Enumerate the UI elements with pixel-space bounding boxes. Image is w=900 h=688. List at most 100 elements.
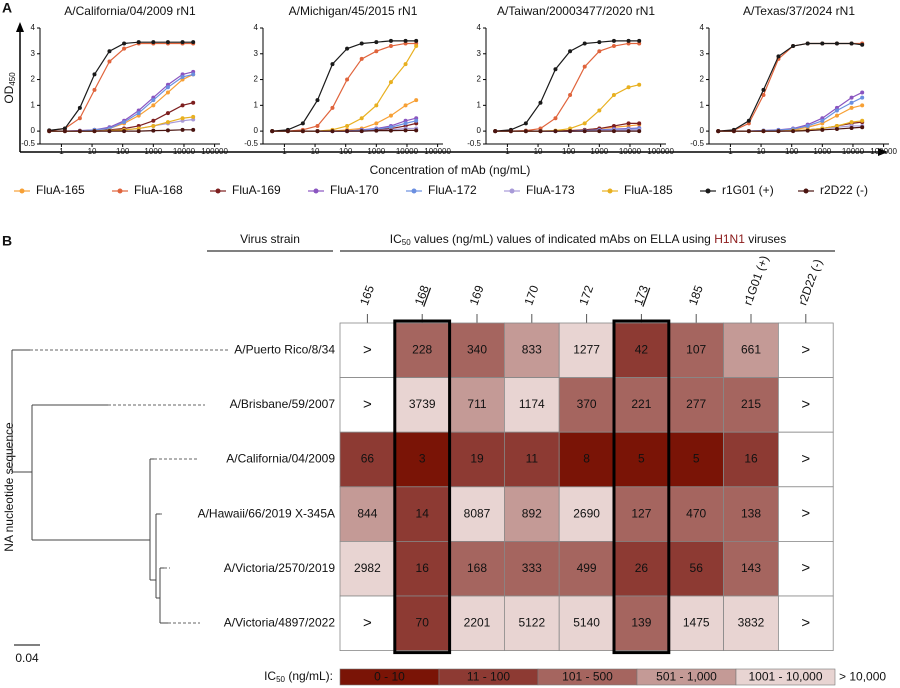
x-tick-label: 10000 — [396, 147, 419, 156]
cell-label: > — [801, 560, 810, 577]
cell-label: 168 — [467, 561, 487, 575]
data-point — [746, 118, 751, 123]
data-point — [62, 129, 67, 134]
x-tick-label: 1 — [59, 147, 64, 156]
y-tick-label: 0 — [31, 126, 36, 135]
data-point — [568, 129, 573, 134]
data-point — [180, 74, 185, 79]
cell-label: 370 — [577, 397, 597, 411]
data-point — [165, 40, 170, 45]
series-line: FluA-168 — [49, 42, 194, 132]
data-point — [180, 103, 185, 108]
data-point — [834, 113, 839, 118]
data-point — [805, 41, 810, 46]
cell-label: 277 — [686, 397, 706, 411]
heatmap-cell — [339, 541, 396, 597]
x-tick-label: 100 — [562, 147, 576, 156]
cell-label: > — [801, 396, 810, 413]
data-point — [637, 82, 642, 87]
row-label: A/Victoria/4897/2022 — [224, 615, 336, 629]
data-point — [330, 105, 335, 110]
column-label: 185 — [686, 283, 706, 307]
x-tick-label: 10000 — [619, 147, 642, 156]
data-point — [165, 120, 170, 125]
data-point — [136, 40, 141, 45]
data-point — [374, 121, 379, 126]
y-axis-label: OD450 — [2, 72, 17, 104]
column-label: 169 — [467, 283, 487, 307]
cell-label: 3739 — [409, 397, 436, 411]
cell-label: 2690 — [573, 506, 600, 520]
data-point — [776, 129, 781, 134]
row-header: Virus strain — [240, 232, 300, 246]
data-point — [374, 40, 379, 45]
chart-title: A/Michigan/45/2015 rN1 — [289, 4, 418, 18]
y-tick-label: 0 — [477, 126, 482, 135]
data-point — [300, 121, 305, 126]
data-point — [611, 123, 616, 128]
legend-label: 101 - 500 — [562, 670, 613, 684]
heatmap-cell — [613, 377, 670, 433]
cell-label: 5 — [693, 452, 700, 466]
heatmap-cell — [613, 431, 670, 488]
data-point — [315, 129, 320, 134]
legend-label: 0 - 10 — [374, 670, 405, 684]
data-point — [374, 128, 379, 133]
data-point — [191, 40, 196, 45]
x-axis-label: Concentration of mAb (ng/mL) — [370, 163, 531, 177]
data-point — [191, 114, 196, 119]
cell-label: 2982 — [354, 561, 381, 575]
data-point — [315, 123, 320, 128]
data-point — [359, 56, 364, 61]
highlight-box — [393, 319, 452, 655]
data-point — [403, 62, 408, 67]
data-point — [403, 128, 408, 133]
column-label: 170 — [521, 283, 541, 307]
row-label: A/California/04/2009 — [226, 452, 335, 466]
data-point — [345, 123, 350, 128]
data-point — [403, 103, 408, 108]
data-point — [122, 120, 127, 125]
data-point — [374, 103, 379, 108]
heatmap-cell — [778, 595, 834, 651]
heatmap-cell — [723, 431, 779, 488]
data-point — [626, 129, 631, 134]
data-point — [92, 129, 97, 134]
data-point — [791, 44, 796, 49]
data-point — [523, 129, 528, 134]
heatmap-cell — [449, 377, 505, 433]
heatmap-cell — [503, 322, 560, 378]
data-point — [315, 98, 320, 103]
y-tick-label: 1 — [31, 100, 36, 109]
data-point — [761, 87, 766, 92]
series-line: FluA-185 — [272, 45, 417, 132]
cell-label: 8 — [583, 452, 590, 466]
heatmap-cell — [449, 322, 505, 378]
y-tick-label: 2 — [254, 75, 259, 84]
row-label: A/Puerto Rico/8/34 — [234, 342, 335, 356]
chart-title: A/Taiwan/20003477/2020 rN1 — [497, 4, 655, 18]
data-point — [637, 38, 642, 43]
cell-label: > — [801, 614, 810, 631]
data-point — [359, 116, 364, 121]
y-tick-label: -0.5 — [244, 139, 258, 148]
x-tick-label: 100 — [785, 147, 799, 156]
cell-label: 1277 — [573, 342, 600, 356]
data-point — [611, 38, 616, 43]
data-point — [136, 111, 141, 116]
data-point — [359, 129, 364, 134]
tree — [11, 349, 230, 646]
cell-label: 228 — [412, 342, 432, 356]
heatmap-cell — [503, 541, 560, 597]
y-tick-label: 4 — [254, 23, 259, 32]
legend-label: > 10,000 — [839, 670, 886, 684]
heatmap-cell — [778, 322, 834, 378]
data-point — [330, 62, 335, 67]
y-tick-label: 4 — [700, 23, 705, 32]
y-tick-label: 2 — [477, 75, 482, 84]
cell-label: 499 — [577, 561, 597, 575]
series-line: r1G01 (+) — [718, 42, 863, 132]
series-line: r1G01 (+) — [49, 41, 194, 131]
heatmap-cell — [339, 486, 396, 542]
